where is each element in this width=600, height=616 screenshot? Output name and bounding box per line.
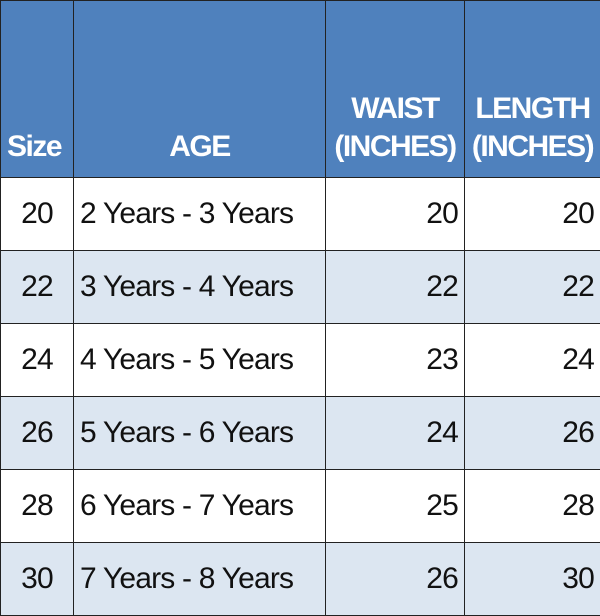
table-cell: 30: [465, 543, 600, 616]
table-cell: 6 Years - 7 Years: [74, 470, 326, 543]
table-cell: 20: [1, 178, 74, 251]
table-cell: 22: [465, 251, 600, 324]
table-cell: 23: [326, 324, 465, 397]
table-cell: 28: [1, 470, 74, 543]
table-cell: 25: [326, 470, 465, 543]
header-cell: WAIST (INCHES): [326, 1, 465, 178]
table-cell: 26: [326, 543, 465, 616]
table-cell: 22: [1, 251, 74, 324]
header-cell: LENGTH (INCHES): [465, 1, 600, 178]
table-cell: 4 Years - 5 Years: [74, 324, 326, 397]
table-cell: 22: [326, 251, 465, 324]
table-cell: 5 Years - 6 Years: [74, 397, 326, 470]
table-cell: 20: [326, 178, 465, 251]
table-cell: 26: [465, 397, 600, 470]
table-cell: 24: [465, 324, 600, 397]
table-cell: 3 Years - 4 Years: [74, 251, 326, 324]
table-cell: 24: [326, 397, 465, 470]
table-cell: 24: [1, 324, 74, 397]
table-cell: 20: [465, 178, 600, 251]
table-cell: 30: [1, 543, 74, 616]
table-cell: 28: [465, 470, 600, 543]
table-cell: 2 Years - 3 Years: [74, 178, 326, 251]
table-cell: 7 Years - 8 Years: [74, 543, 326, 616]
header-cell: Size: [1, 1, 74, 178]
table-cell: 26: [1, 397, 74, 470]
header-cell: AGE: [74, 1, 326, 178]
